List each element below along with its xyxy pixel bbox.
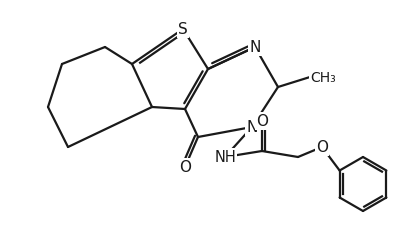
Text: O: O xyxy=(256,114,268,129)
Text: N: N xyxy=(246,120,258,135)
Text: N: N xyxy=(249,40,261,55)
Text: CH₃: CH₃ xyxy=(310,71,336,85)
Text: NH: NH xyxy=(214,150,236,165)
Text: S: S xyxy=(178,22,188,37)
Text: O: O xyxy=(316,140,328,155)
Text: O: O xyxy=(179,160,191,175)
